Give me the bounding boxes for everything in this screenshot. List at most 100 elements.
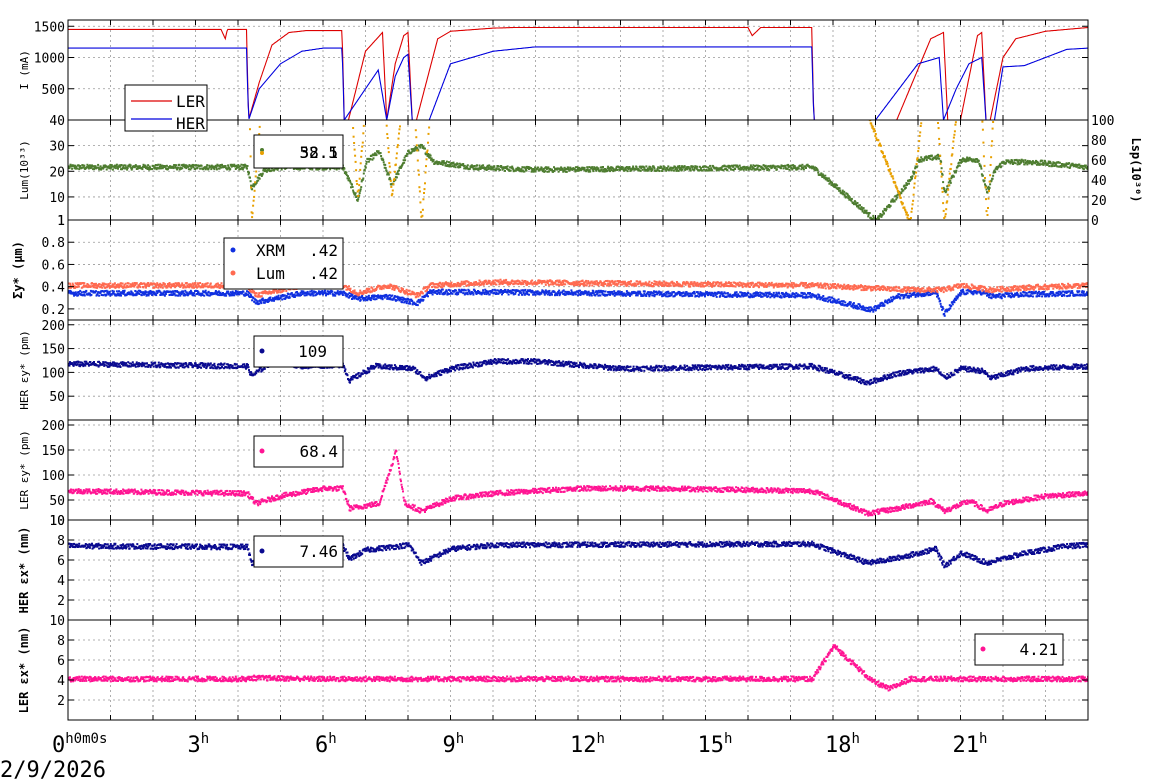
data-point (623, 169, 626, 172)
data-point (602, 166, 604, 168)
data-point (200, 164, 203, 167)
data-point (835, 32, 837, 34)
data-point (298, 293, 301, 296)
data-point (197, 291, 200, 294)
data-point (863, 105, 865, 107)
data-point (433, 60, 435, 62)
data-point (476, 164, 478, 167)
data-point (85, 289, 88, 292)
data-point (834, 32, 836, 34)
data-point (546, 170, 549, 173)
data-point (904, 184, 907, 187)
data-point (843, 55, 845, 57)
data-point (703, 168, 705, 171)
data-point (979, 165, 982, 168)
data-point (92, 290, 94, 293)
data-point (664, 168, 667, 171)
data-point (871, 218, 874, 220)
data-point (409, 36, 411, 38)
data-point (397, 173, 400, 176)
data-point (372, 294, 374, 297)
data-point (461, 0, 463, 2)
data-point (77, 291, 80, 293)
data-point (841, 47, 843, 49)
data-point (605, 168, 607, 171)
data-point (787, 163, 790, 166)
data-point (358, 177, 361, 180)
data-point (705, 165, 707, 168)
data-point (237, 164, 240, 167)
data-point (255, 181, 258, 184)
data-point (340, 291, 343, 294)
data-point (898, 192, 901, 194)
data-point (286, 296, 289, 299)
data-point (280, 168, 283, 171)
data-point (875, 218, 878, 220)
data-point (367, 294, 370, 297)
data-point (635, 166, 638, 169)
data-point (492, 168, 495, 171)
data-point (445, 160, 448, 163)
data-point (440, 163, 443, 165)
data-point (752, 164, 755, 167)
data-point (755, 164, 758, 167)
data-point (348, 61, 350, 63)
data-point (442, 31, 444, 33)
data-point (998, 71, 1000, 73)
data-point (1007, 37, 1009, 39)
data-point (941, 187, 944, 190)
data-point (129, 165, 132, 168)
data-point (539, 168, 542, 171)
data-point (930, 154, 933, 157)
data-point (453, 165, 455, 168)
data-point (454, 293, 457, 296)
data-point (347, 175, 349, 178)
data-point (170, 291, 173, 294)
data-point (360, 186, 363, 189)
data-point (382, 74, 384, 76)
data-point (260, 115, 262, 117)
data-point (823, 2, 825, 4)
data-point (921, 117, 923, 119)
data-point (707, 166, 710, 169)
data-point (261, 102, 263, 104)
data-point (264, 168, 267, 171)
data-point (979, 72, 981, 74)
data-point (692, 165, 695, 168)
data-point (393, 296, 396, 299)
data-point (1040, 0, 1042, 2)
data-point (534, 166, 537, 169)
data-point (988, 186, 991, 189)
data-point (850, 73, 852, 75)
data-point (235, 290, 238, 293)
data-point (627, 168, 630, 171)
data-point (1026, 159, 1029, 162)
data-point (643, 166, 646, 169)
data-point (189, 168, 192, 171)
data-point (1022, 11, 1024, 13)
data-point (460, 1, 462, 3)
data-point (511, 167, 514, 170)
data-point (349, 82, 351, 84)
data-point (158, 165, 161, 168)
data-point (1008, 27, 1010, 29)
data-point (684, 168, 687, 171)
data-point (658, 170, 661, 172)
data-point (854, 83, 856, 85)
data-point (444, 162, 447, 165)
data-point (594, 167, 597, 170)
data-point (797, 167, 800, 170)
data-point (114, 167, 117, 170)
data-point (93, 168, 95, 171)
data-point (788, 168, 791, 171)
data-point (978, 37, 980, 39)
data-point (338, 167, 341, 170)
data-point (1027, 161, 1030, 164)
data-point (501, 168, 504, 171)
data-point (375, 154, 378, 156)
data-point (1036, 161, 1039, 163)
data-point (234, 292, 237, 295)
data-point (979, 164, 982, 167)
data-point (82, 290, 85, 293)
data-point (710, 167, 713, 170)
